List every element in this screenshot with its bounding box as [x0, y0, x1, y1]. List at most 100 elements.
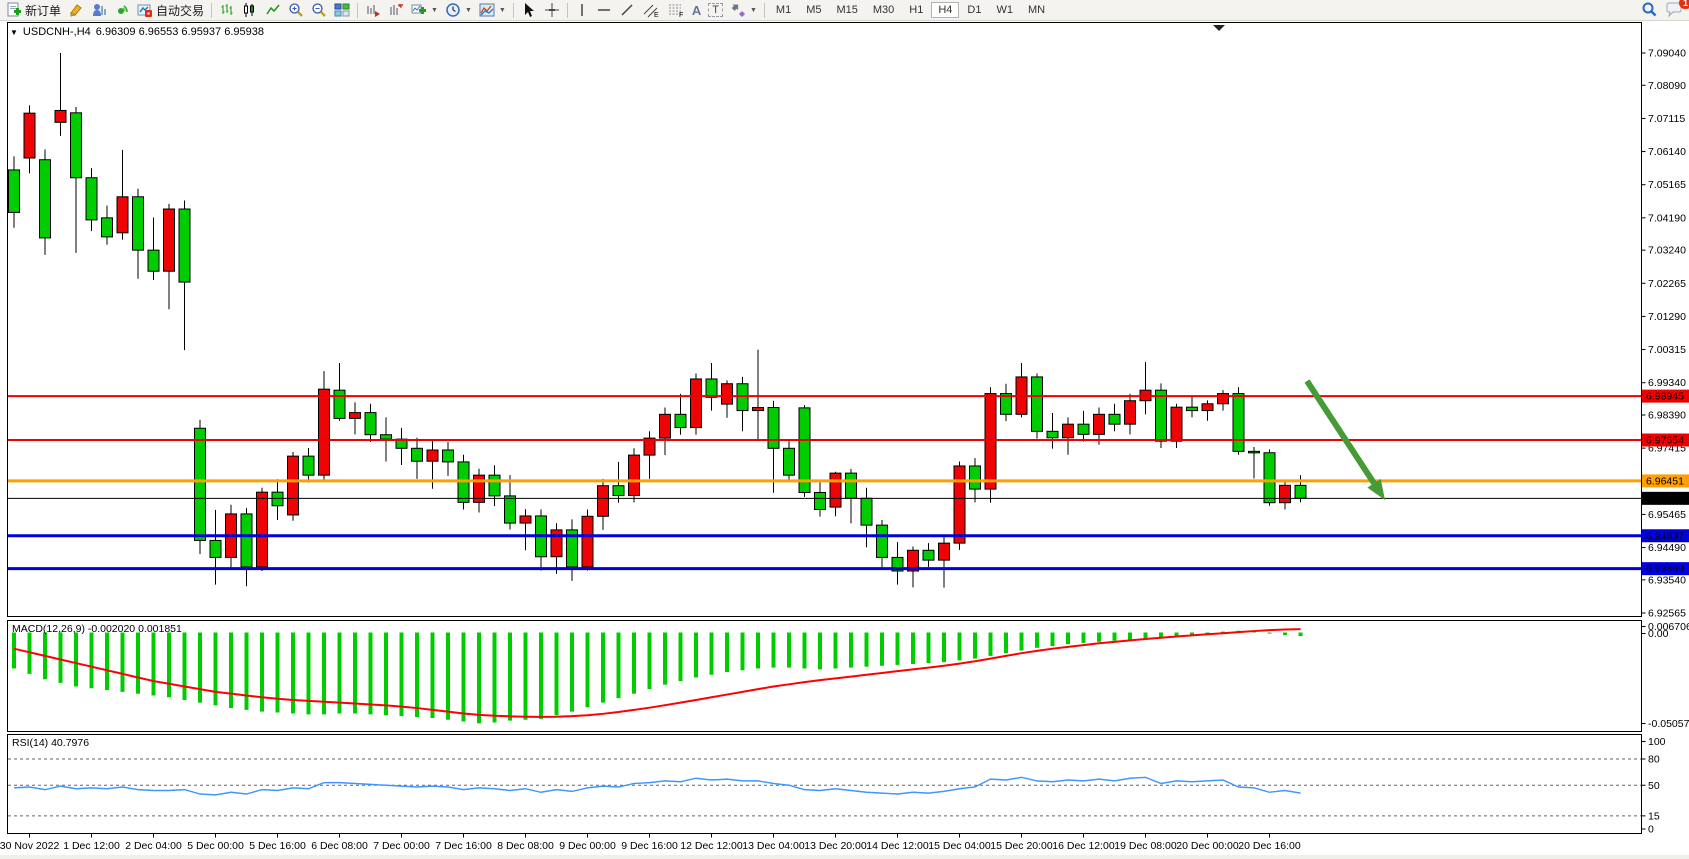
price-label-box [1642, 474, 1689, 488]
fibonacci-button[interactable]: F [664, 1, 688, 20]
svg-text:F: F [679, 12, 683, 18]
candle-body [519, 515, 532, 524]
rsi-axis-label: 0 [1648, 824, 1654, 836]
text-label-button[interactable]: T [705, 1, 726, 20]
zoom-in-button[interactable] [285, 1, 307, 20]
new-chart-dropdown-icon: ▼ [431, 6, 438, 14]
price-tick-label: 6.98390 [1648, 409, 1686, 421]
signals-button[interactable] [111, 1, 133, 20]
styles-button[interactable] [65, 1, 87, 20]
time-tick-label: 16 Dec 12:00 [1052, 840, 1115, 852]
periods-button[interactable]: ▼ [442, 1, 475, 20]
price-label-box [1642, 562, 1689, 576]
candle-body [550, 529, 563, 558]
timeframe-mn[interactable]: MN [1027, 4, 1046, 16]
timeframe-m1[interactable]: M1 [775, 4, 792, 16]
timeframe-h4[interactable]: H4 [931, 2, 960, 18]
channel-icon: E [643, 4, 659, 18]
price-panel[interactable] [7, 22, 1642, 617]
candle-body [845, 472, 857, 499]
search-icon [1642, 2, 1657, 17]
candle-body [504, 495, 516, 524]
vertical-line-button[interactable] [572, 1, 592, 20]
search-button[interactable] [1637, 1, 1661, 20]
price-tick-label: 7.01290 [1648, 311, 1686, 323]
templates-button[interactable]: ▼ [476, 1, 509, 20]
arrows-dropdown-icon: ▼ [749, 6, 757, 14]
candle-body [349, 412, 361, 419]
time-tick-label: 2 Dec 04:00 [125, 840, 182, 852]
market-watch-button[interactable] [88, 1, 110, 20]
macd-axis-label: 0.00 [1648, 628, 1669, 640]
candle-body [612, 485, 625, 497]
symbol-dropdown-icon[interactable]: ▼ [10, 27, 18, 37]
tile-windows-button[interactable] [331, 1, 353, 20]
candle-body [178, 208, 191, 283]
template-icon [479, 3, 495, 17]
candle-body [752, 407, 764, 412]
tile-windows-icon [334, 3, 350, 17]
clock-icon [446, 3, 460, 17]
zoom-out-button[interactable] [308, 1, 330, 20]
arrows-button[interactable]: ▼ [727, 1, 760, 20]
price-label-value: 6.96451 [1646, 475, 1684, 487]
time-tick-label: 14 Dec 12:00 [866, 840, 929, 852]
new-order-label: 新订单 [25, 3, 62, 18]
candle-body [984, 393, 997, 490]
line-chart-button[interactable] [262, 1, 284, 20]
candle-body [705, 378, 718, 398]
timeframe-d1[interactable]: D1 [967, 4, 982, 16]
timeframe-h1[interactable]: H1 [909, 4, 924, 16]
profile-chart-icon [93, 4, 107, 16]
new-chart-button[interactable]: ▼ [408, 1, 441, 20]
vertical-line-icon [581, 4, 583, 16]
price-tick-label: 7.05165 [1648, 179, 1686, 191]
autotrade-button[interactable]: 自动交易 [134, 1, 207, 20]
candle-body [1000, 393, 1012, 415]
candle-body [798, 407, 811, 493]
macd-panel[interactable] [7, 620, 1642, 732]
horizontal-line-button[interactable] [593, 1, 615, 20]
auto-scroll-icon [367, 5, 381, 17]
macd-axis-label: 0.006706 [1648, 621, 1689, 633]
templates-dropdown-icon: ▼ [498, 6, 506, 14]
candle-body [163, 208, 175, 272]
candle-body [690, 378, 702, 429]
new-order-button[interactable]: 新订单 [3, 1, 64, 20]
timeframe-m15[interactable]: M15 [836, 4, 858, 16]
chart-shift-marker-icon[interactable] [1213, 25, 1225, 31]
candle-body [566, 529, 578, 568]
macd-signal-line [13, 628, 1301, 718]
timeframe-w1[interactable]: W1 [996, 4, 1013, 16]
trendline-button[interactable] [616, 1, 638, 20]
bar-chart-button[interactable] [216, 1, 238, 20]
rsi-panel[interactable] [7, 734, 1642, 834]
crosshair-button[interactable] [541, 1, 563, 20]
chart-shift-button[interactable] [385, 1, 407, 20]
candle-body [426, 449, 439, 462]
chat-button[interactable]: 1 [1662, 0, 1689, 20]
trend-arrow-head-icon[interactable] [1367, 478, 1385, 500]
chart-shift-icon [390, 4, 404, 15]
timeframe-m30[interactable]: M30 [872, 4, 895, 16]
candle-body [147, 249, 160, 272]
trendline-icon [621, 4, 633, 16]
price-label-value: 6.97654 [1646, 435, 1684, 447]
equidistant-channel-button[interactable]: E [639, 1, 663, 20]
auto-scroll-button[interactable] [362, 1, 384, 20]
timeframe-m5[interactable]: M5 [806, 4, 822, 16]
candle-body [814, 491, 826, 510]
cursor-button[interactable] [518, 1, 540, 20]
price-label-box [1642, 389, 1689, 403]
candle-body [271, 491, 284, 507]
candle-body [922, 549, 935, 561]
text-button[interactable]: A [689, 1, 704, 20]
price-tick-label: 7.00315 [1648, 344, 1686, 356]
trend-arrow-line[interactable] [1304, 379, 1377, 485]
candle-body [1155, 389, 1167, 442]
time-tick-label: 6 Dec 08:00 [311, 840, 368, 852]
candle-body [1108, 413, 1121, 425]
candle-body [767, 407, 780, 449]
candlestick-chart-button[interactable] [239, 1, 261, 20]
